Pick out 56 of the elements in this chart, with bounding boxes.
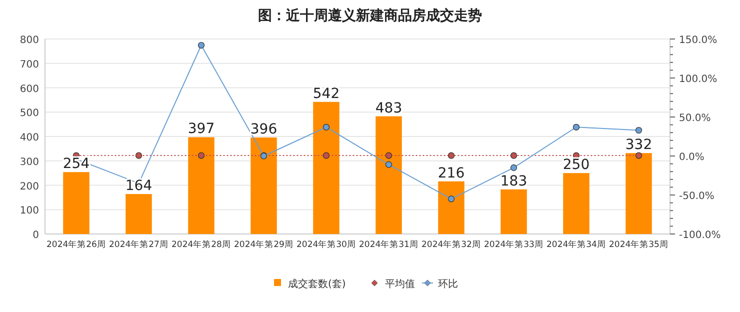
point bbox=[322, 124, 330, 130]
y-tick-label: 700 bbox=[20, 59, 39, 70]
bar bbox=[376, 116, 402, 234]
x-tick-label: 2024年第33周 bbox=[484, 239, 544, 250]
bar bbox=[188, 137, 214, 234]
data-label: 164 bbox=[125, 178, 152, 194]
x-tick-label: 2024年第35周 bbox=[609, 239, 668, 250]
point bbox=[448, 196, 455, 202]
y2-tick-label: 100.0% bbox=[679, 74, 718, 85]
data-label: 397 bbox=[188, 121, 215, 138]
data-label: 183 bbox=[500, 173, 528, 190]
point bbox=[198, 42, 205, 49]
data-label: 254 bbox=[62, 156, 90, 172]
x-tick-label: 2024年第31周 bbox=[359, 239, 418, 250]
x-tick-label: 2024年第28周 bbox=[172, 239, 231, 250]
bar bbox=[500, 189, 527, 234]
y2-tick-label: -50.0% bbox=[679, 191, 714, 202]
legend-label: 环比 bbox=[438, 278, 458, 290]
y-tick-label: 500 bbox=[20, 108, 39, 120]
y-tick-label: 800 bbox=[20, 35, 39, 46]
chart-title: 图：近十周遵义新建商品房成交走势 bbox=[258, 7, 482, 24]
data-label: 250 bbox=[562, 157, 590, 174]
point bbox=[572, 124, 580, 130]
data-label: 542 bbox=[312, 86, 340, 102]
y2-tick-label: -100.0% bbox=[679, 230, 721, 241]
bar bbox=[438, 181, 464, 234]
data-label: 396 bbox=[250, 121, 278, 138]
x-tick-label: 2024年第32周 bbox=[422, 239, 481, 250]
y-tick-label: 200 bbox=[20, 181, 39, 192]
legend-label: 成交套数(套) bbox=[288, 278, 346, 290]
y-tick-label: 400 bbox=[20, 132, 39, 144]
legend-label: 平均值 bbox=[385, 278, 415, 290]
data-label: 332 bbox=[625, 137, 652, 154]
y-tick-label: 100 bbox=[20, 206, 39, 217]
data-label: 483 bbox=[375, 100, 402, 116]
x-tick-label: 2024年第26周 bbox=[46, 239, 106, 250]
x-tick-label: 2024年第27周 bbox=[109, 239, 168, 250]
point bbox=[635, 126, 642, 134]
y2-tick-label: 50.0% bbox=[679, 113, 711, 124]
bar bbox=[626, 153, 652, 234]
point bbox=[385, 161, 392, 168]
data-label: 216 bbox=[438, 165, 465, 182]
y-tick-label: 300 bbox=[20, 156, 39, 168]
x-tick-label: 2024年第30周 bbox=[296, 239, 356, 250]
x-tick-label: 2024年第29周 bbox=[234, 239, 294, 250]
bar bbox=[250, 137, 277, 234]
bar bbox=[563, 173, 590, 234]
point bbox=[510, 164, 518, 171]
y-tick-label: 600 bbox=[20, 84, 39, 95]
x-tick-label: 2024年第34周 bbox=[546, 239, 606, 250]
y-tick-label: 0 bbox=[32, 230, 39, 241]
bar bbox=[313, 102, 340, 234]
bar bbox=[126, 194, 152, 234]
y2-tick-label: 150.0% bbox=[679, 35, 718, 46]
bar bbox=[63, 172, 90, 234]
y2-tick-label: 0.0% bbox=[679, 152, 704, 163]
